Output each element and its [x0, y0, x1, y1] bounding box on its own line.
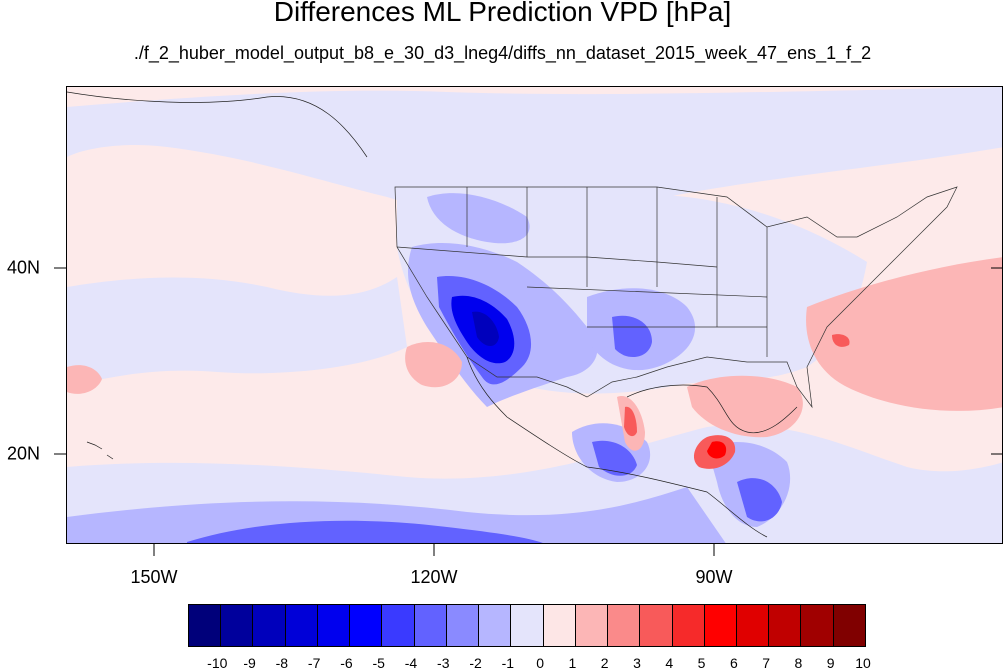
- colorbar-swatch: [672, 605, 705, 646]
- lon-tick-150w: 150W: [130, 567, 178, 587]
- map-subtitle: ./f_2_huber_model_output_b8_e_30_d3_lneg…: [133, 43, 872, 63]
- colorbar-label: -9: [243, 655, 256, 671]
- colorbar-swatch: [736, 605, 770, 646]
- colorbar-label: -8: [275, 655, 289, 671]
- colorbar-label: 8: [794, 655, 803, 671]
- colorbar-label: 3: [633, 655, 641, 671]
- colorbar-swatch: [446, 605, 480, 646]
- colorbar-label: 2: [600, 655, 609, 671]
- field-strong-red-gulf: [707, 441, 727, 459]
- colorbar-swatch: [317, 605, 351, 646]
- map-panel: [66, 86, 1003, 544]
- colorbar-swatch: [833, 605, 865, 646]
- field-light-red-gulf: [687, 375, 803, 438]
- colorbar-labels: -10 -9 -8 -7 -6 -5 -4 -3 -2 -1 0 1 2 3 4 5 6 7 8 9 10: [0, 655, 1005, 671]
- lat-tick-20n: 20N: [6, 443, 40, 464]
- field-red-atlantic: [832, 334, 850, 347]
- vpd-difference-field: [67, 87, 1002, 543]
- colorbar-label: 9: [826, 655, 835, 671]
- field-light-red-pacific-west: [67, 365, 102, 394]
- colorbar-swatch: [479, 605, 512, 646]
- colorbar-label: -10: [207, 655, 228, 671]
- colorbar-swatch: [414, 605, 447, 646]
- colorbar-label: 7: [762, 655, 771, 671]
- field-light-red-baja: [405, 342, 462, 388]
- colorbar-swatch: [801, 605, 834, 646]
- colorbar-label: 4: [665, 655, 674, 671]
- colorbar-swatch: [608, 605, 641, 646]
- field-blue-mexico: [592, 440, 637, 476]
- colorbar-swatch: [543, 605, 576, 646]
- colorbar-label: 0: [536, 655, 545, 671]
- field-light-blue-west: [67, 277, 407, 387]
- colorbar-swatch: [221, 605, 254, 646]
- colorbar-label: -5: [372, 655, 385, 671]
- colorbar-swatch: [189, 605, 222, 646]
- lon-tick-90w: 90W: [695, 567, 733, 587]
- us-state-boundaries: [394, 186, 958, 409]
- lat-tick-40n: 40N: [6, 257, 40, 278]
- lon-tick-120w: 120W: [410, 567, 458, 587]
- colorbar-label: 6: [729, 655, 738, 671]
- field-blue-central-america: [737, 478, 782, 522]
- coastlines: [67, 91, 798, 538]
- colorbar-swatch: [511, 605, 544, 646]
- field-red-mexico: [624, 406, 637, 437]
- field-light-blue-north: [67, 87, 1002, 212]
- colorbar-swatch: [350, 605, 383, 646]
- field-mid-blue-mountains: [427, 193, 530, 244]
- colorbar-swatch: [285, 605, 318, 646]
- colorbar-swatch: [253, 605, 286, 646]
- colorbar-swatch: [382, 605, 415, 646]
- field-blue-tropics: [187, 520, 543, 543]
- map-title: Differences ML Prediction VPD [hPa]: [273, 0, 732, 27]
- field-mid-blue-tropics: [67, 487, 726, 543]
- colorbar-label: -6: [340, 655, 353, 671]
- colorbar-label: -4: [404, 655, 418, 671]
- colorbar-label: -7: [307, 655, 321, 671]
- colorbar-label: -1: [501, 655, 515, 671]
- colorbar-swatch: [640, 605, 673, 646]
- colorbar-swatch: [769, 605, 802, 646]
- colorbar-swatch: [575, 605, 609, 646]
- colorbar-label: 1: [568, 655, 577, 671]
- field-blue-texas: [612, 315, 652, 358]
- colorbar-label: 5: [697, 655, 706, 671]
- colorbar-label: -2: [469, 655, 482, 671]
- colorbar: [188, 604, 866, 647]
- field-deep-blue-core: [472, 311, 499, 346]
- colorbar-label: -3: [437, 655, 450, 671]
- colorbar-swatch: [704, 605, 737, 646]
- field-light-red-atlantic: [806, 257, 1002, 411]
- colorbar-label: 10: [855, 655, 871, 671]
